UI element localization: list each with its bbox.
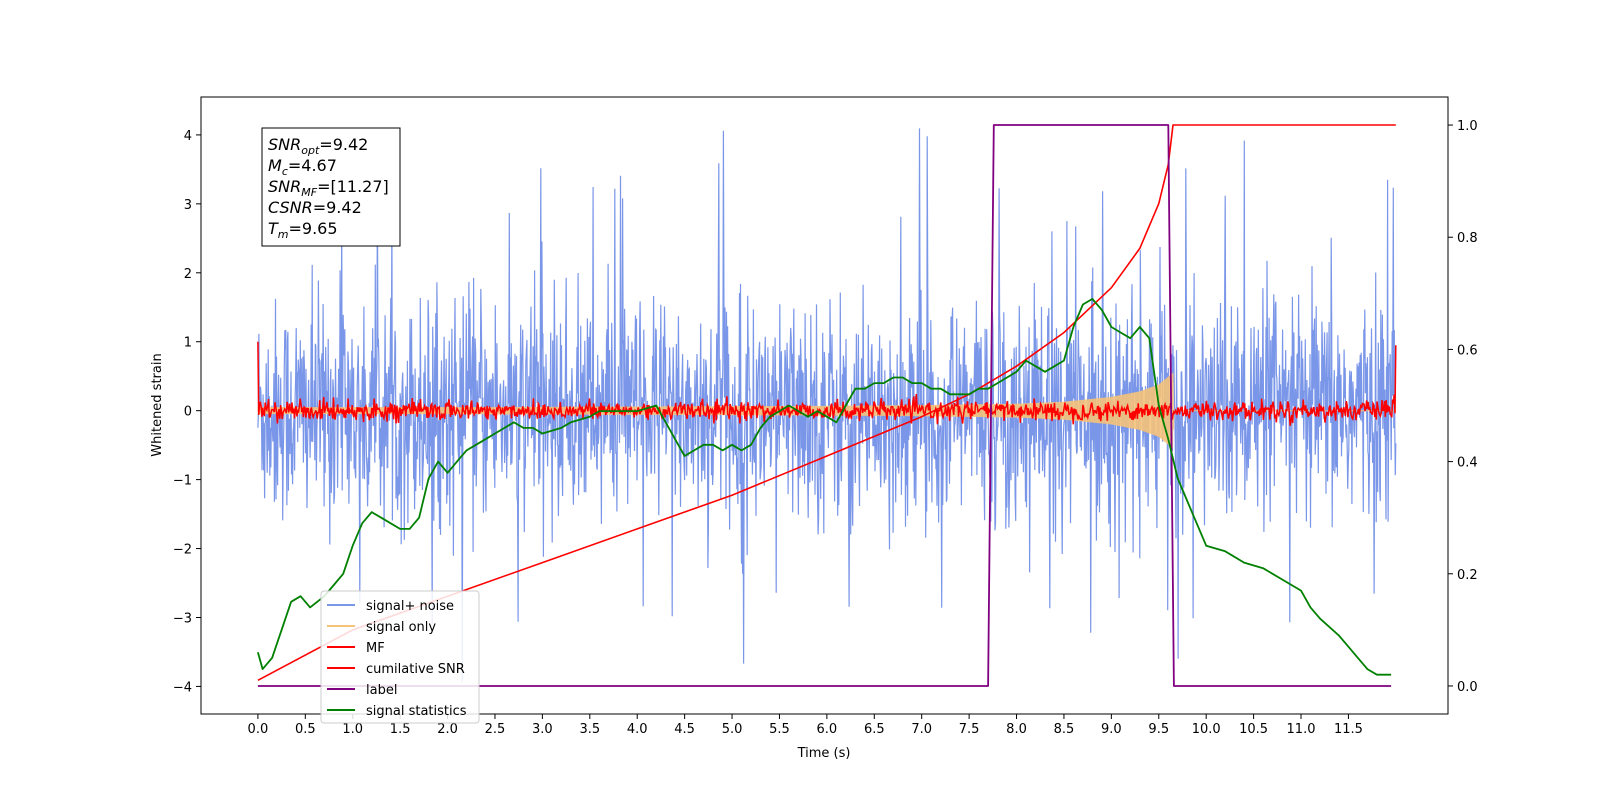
x-tick-label: 4.5 (674, 722, 695, 737)
annotation-line: Tm=9.65 (268, 219, 338, 241)
x-tick-label: 3.5 (579, 722, 600, 737)
y-right-tick-label: 1.0 (1457, 119, 1478, 134)
x-tick-label: 8.0 (1006, 722, 1027, 737)
x-tick-label: 2.5 (485, 722, 506, 737)
series-layer (257, 124, 1397, 687)
x-tick-label: 5.5 (769, 722, 790, 737)
y-left-tick-label: −3 (173, 611, 192, 626)
legend-label: label (366, 683, 397, 698)
x-tick-label: 10.5 (1239, 722, 1268, 737)
x-axis: 0.0 0.5 1.0 1.5 2.0 2.5 3.0 3.5 4.0 4.5 5.0 5.5 6.0 6… (248, 714, 1363, 737)
x-tick-label: 7.5 (959, 722, 980, 737)
y-left-tick-label: −2 (173, 543, 192, 558)
y-left-tick-label: −1 (173, 474, 192, 489)
y-left-tick-label: −4 (173, 680, 192, 695)
x-tick-label: 8.5 (1054, 722, 1075, 737)
series-label (257, 124, 1392, 687)
x-axis-label: Time (s) (797, 746, 851, 761)
x-tick-label: 3.0 (532, 722, 553, 737)
y-right-tick-label: 0.0 (1457, 680, 1478, 695)
y-axis-right: 0.0 0.2 0.4 0.6 0.8 1.0 (1448, 119, 1478, 695)
legend-label: signal statistics (366, 704, 467, 719)
y-axis-label: Whitened strain (150, 353, 165, 456)
y-left-tick-label: 1 (184, 336, 192, 351)
x-tick-label: 7.0 (911, 722, 932, 737)
y-left-tick-label: 4 (184, 129, 192, 144)
plot-frame (200, 96, 1449, 715)
x-tick-label: 0.0 (248, 722, 269, 737)
annotation-box: SNRopt=9.42Mc=4.67SNRMF=[11.27]CSNR=9.42… (261, 127, 401, 247)
legend-label: cumilative SNR (366, 662, 465, 677)
y-left-tick-label: 2 (184, 267, 192, 282)
legend: signal+ noise signal only MF cumilative SNR… (320, 590, 480, 724)
x-tick-label: 4.0 (627, 722, 648, 737)
annotation-line: SNRMF=[11.27] (268, 177, 389, 199)
legend-label: signal+ noise (366, 599, 454, 614)
annotation-line: CSNR=9.42 (268, 198, 362, 217)
x-tick-label: 5.0 (722, 722, 743, 737)
series-signal-statistics (257, 297, 1392, 676)
x-tick-label: 0.5 (295, 722, 316, 737)
y-right-tick-label: 0.2 (1457, 568, 1478, 583)
legend-label: MF (366, 641, 385, 656)
x-tick-label: 9.0 (1101, 722, 1122, 737)
y-left-tick-label: 0 (184, 405, 192, 420)
x-tick-label: 11.0 (1287, 722, 1316, 737)
annotation-line: SNRopt=9.42 (268, 135, 368, 157)
x-tick-label: 6.5 (864, 722, 885, 737)
x-tick-label: 2.0 (437, 722, 458, 737)
y-right-tick-label: 0.6 (1457, 343, 1478, 358)
x-tick-label: 6.0 (817, 722, 838, 737)
y-left-tick-label: 3 (184, 198, 192, 213)
annotation-line: Mc=4.67 (268, 156, 337, 178)
y-axis-left: −4 −3 −2 −1 0 1 2 3 4 (173, 129, 201, 695)
series-signal-only (257, 372, 1396, 449)
y-right-tick-label: 0.8 (1457, 231, 1478, 246)
series-mf (257, 341, 1397, 426)
x-tick-label: 1.0 (342, 722, 363, 737)
x-tick-label: 1.5 (390, 722, 411, 737)
x-tick-label: 11.5 (1334, 722, 1363, 737)
y-right-tick-label: 0.4 (1457, 456, 1478, 471)
legend-label: signal only (366, 620, 436, 635)
x-tick-label: 9.5 (1148, 722, 1169, 737)
x-tick-label: 10.0 (1192, 722, 1221, 737)
